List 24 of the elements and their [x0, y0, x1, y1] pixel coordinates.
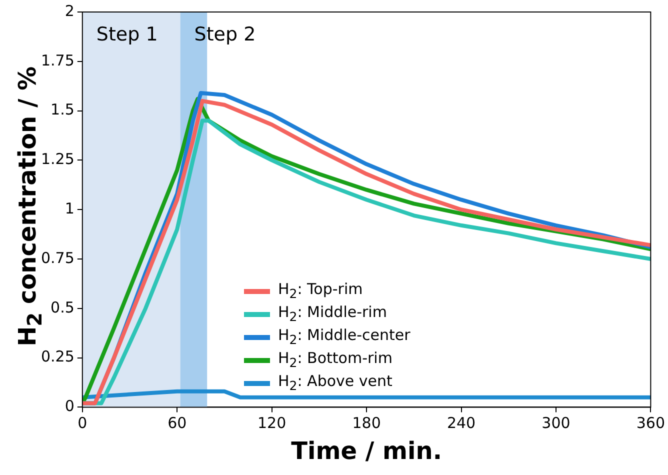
legend-label: H$_{2}$: Middle-center	[278, 326, 410, 349]
y-tick-label: 0.75	[40, 248, 74, 267]
legend-label: H$_{2}$: Above vent	[278, 372, 392, 395]
band-label: Step 1	[96, 23, 158, 46]
y-tick-label: 0.5	[50, 298, 74, 316]
y-tick-label: 0	[64, 397, 74, 416]
legend-label: H$_{2}$: Top-rim	[278, 280, 363, 303]
y-tick-label: 1.5	[50, 100, 74, 119]
band-label: Step 2	[194, 23, 256, 46]
x-tick-label: 240	[446, 414, 476, 432]
x-tick-label: 360	[636, 414, 666, 432]
x-tick-label: 0	[78, 414, 88, 432]
y-tick-label: 2	[64, 2, 74, 20]
x-tick-label: 60	[168, 414, 187, 432]
y-tick-label: 1	[64, 199, 74, 218]
x-axis-title: Time / min.	[291, 436, 442, 465]
y-tick-label: 0.25	[40, 348, 74, 366]
x-tick-label: 120	[258, 414, 286, 432]
x-tick-label: 300	[542, 414, 570, 432]
legend-label: H$_{2}$: Bottom-rim	[278, 349, 392, 372]
y-tick-label: 1.25	[40, 150, 74, 168]
x-tick-label: 180	[352, 414, 381, 432]
legend-label: H$_{2}$: Middle-rim	[278, 303, 387, 326]
y-tick-label: 1.75	[40, 51, 74, 70]
